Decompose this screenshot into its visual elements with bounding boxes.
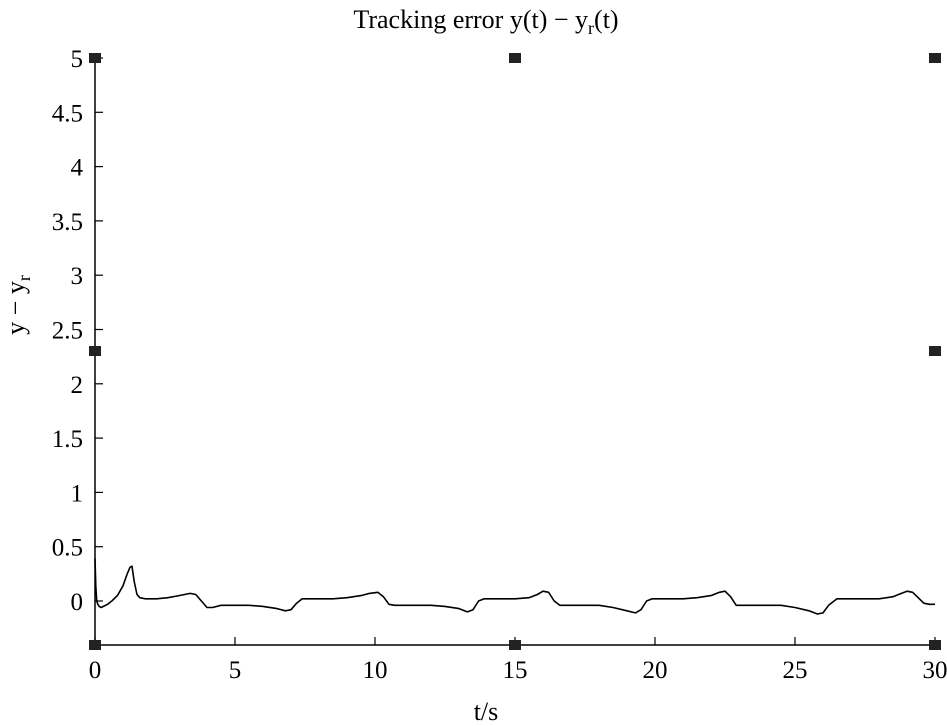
series-line [94,558,935,615]
frame-marker [89,640,101,650]
frame-marker [509,640,521,650]
y-tick-label: 0.5 [52,535,83,562]
x-tick-label: 10 [363,657,388,684]
y-tick-label: 0 [71,589,84,616]
x-tick-label: 0 [89,657,102,684]
chart-marks: 0 5 10 15 20 25 30 0 0.5 1 1.5 2 2.5 3 3.5 4 4.5 5 [52,46,947,684]
x-tick-label: 25 [783,657,808,684]
frame-marker [89,53,101,63]
x-tick-label: 5 [229,657,242,684]
y-tick-label: 3 [71,263,84,290]
y-tick-label: 4.5 [52,100,83,127]
frame-marker [929,346,941,356]
y-tick-label: 1 [71,480,84,507]
y-tick-label: 2 [71,372,84,399]
y-tick-label: 3.5 [52,209,83,236]
x-tick-label: 15 [503,657,528,684]
frame-marker [509,53,521,63]
y-tick-label: 4 [71,155,84,182]
x-tick-label: 30 [923,657,947,684]
x-axis-label: t/s [474,697,499,726]
y-tick-label: 1.5 [52,426,83,453]
frame-marker [929,640,941,650]
y-tick-label: 2.5 [52,318,83,345]
frame-marker [89,346,101,356]
frame-marker [929,53,941,63]
x-tick-label: 20 [643,657,668,684]
y-axis-label: y − yr [1,275,34,335]
y-tick-label: 5 [71,46,84,73]
chart-title: Tracking error y(t) − yr(t) [353,5,618,38]
